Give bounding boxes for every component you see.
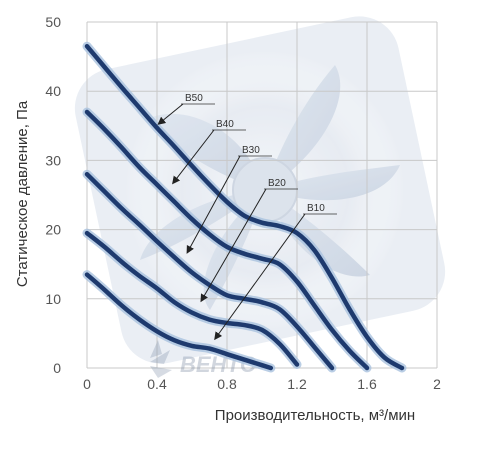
x-tick-label: 1.2	[287, 376, 307, 392]
fan-photo-background	[74, 16, 446, 364]
callout-arrow	[200, 188, 267, 303]
x-tick-label: 2	[433, 376, 441, 392]
callout-label: B30	[242, 145, 260, 156]
y-tick-label: 0	[53, 360, 61, 376]
callout-b20: B20	[200, 178, 298, 303]
y-tick-label: 20	[45, 222, 61, 238]
series-line-b30	[84, 171, 335, 371]
callout-arrow	[186, 155, 241, 254]
series-line-b10	[84, 272, 274, 371]
y-tick-label: 10	[45, 291, 61, 307]
callouts: B50 B40 B30 B20 B10	[157, 93, 337, 341]
y-tick-label: 30	[45, 152, 61, 168]
y-tick-label: 50	[45, 14, 61, 30]
callout-label: B10	[307, 203, 325, 214]
y-tick-label: 40	[45, 83, 61, 99]
callout-b50: B50	[157, 93, 215, 125]
callout-b40: B40	[172, 119, 246, 185]
series-line-b40	[84, 109, 370, 371]
callout-label: B20	[268, 178, 286, 189]
x-tick-label: 0.8	[217, 376, 237, 392]
callout-arrow	[172, 129, 215, 185]
x-tick-label: 0.4	[147, 376, 167, 392]
series-line-b50	[84, 43, 405, 371]
y-axis-title: Статическое давление, Па	[14, 100, 31, 287]
callout-b10: B10	[214, 203, 337, 341]
callout-arrow	[214, 213, 306, 341]
x-tick-label: 0	[83, 376, 91, 392]
series-line-b20	[84, 230, 300, 367]
x-tick-label: 1.6	[357, 376, 377, 392]
callout-label: B50	[185, 93, 203, 104]
x-axis-title: Производительность, м³/мин	[215, 407, 415, 424]
callout-arrow	[157, 103, 184, 125]
series-curves	[82, 41, 407, 373]
callout-label: B40	[216, 119, 234, 130]
callout-b30: B30	[186, 145, 272, 254]
